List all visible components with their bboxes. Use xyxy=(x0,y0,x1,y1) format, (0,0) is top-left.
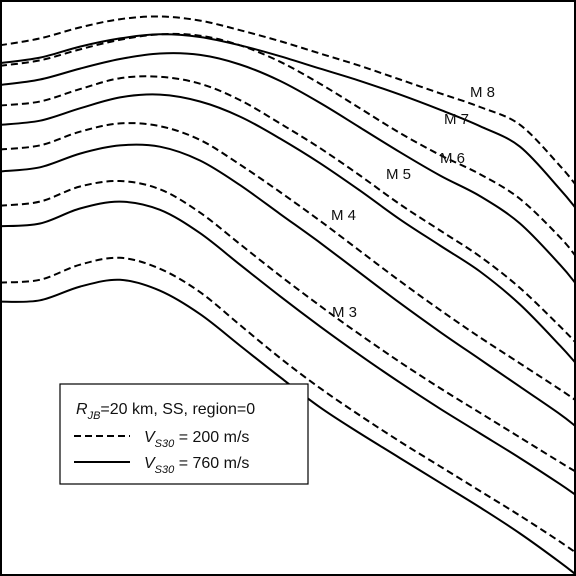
legend-box xyxy=(59,383,309,485)
curve-m4-vs30-760 xyxy=(0,200,576,496)
label-m4: M 4 xyxy=(331,207,356,224)
curve-m6-vs30-760 xyxy=(0,93,576,365)
curve-m5-vs30-200 xyxy=(0,122,576,402)
legend-title: RJB=20 km, SS, region=0 xyxy=(76,401,255,422)
curve-m5-vs30-760 xyxy=(0,143,576,428)
magnitude-labels: M 8 M 7 M 6 M 5 M 4 M 3 xyxy=(331,84,495,321)
curve-m8-vs30-760 xyxy=(0,33,576,210)
legend: RJB=20 km, SS, region=0 VS30 = 200 m/s V… xyxy=(59,383,309,485)
curve-m7-vs30-760 xyxy=(0,52,576,285)
curve-m7-vs30-200 xyxy=(0,32,576,258)
label-m3: M 3 xyxy=(332,304,357,321)
label-m8: M 8 xyxy=(470,84,495,101)
curve-m8-vs30-200 xyxy=(0,15,576,186)
legend-entry-200: VS30 = 200 m/s xyxy=(144,429,249,450)
label-m5: M 5 xyxy=(386,166,411,183)
curve-m3-vs30-200 xyxy=(0,256,576,554)
curve-m4-vs30-200 xyxy=(0,179,576,473)
label-m7: M 7 xyxy=(444,111,469,128)
legend-entry-760: VS30 = 760 m/s xyxy=(144,455,249,476)
label-m6: M 6 xyxy=(440,150,465,167)
curve-m6-vs30-200 xyxy=(0,75,576,344)
